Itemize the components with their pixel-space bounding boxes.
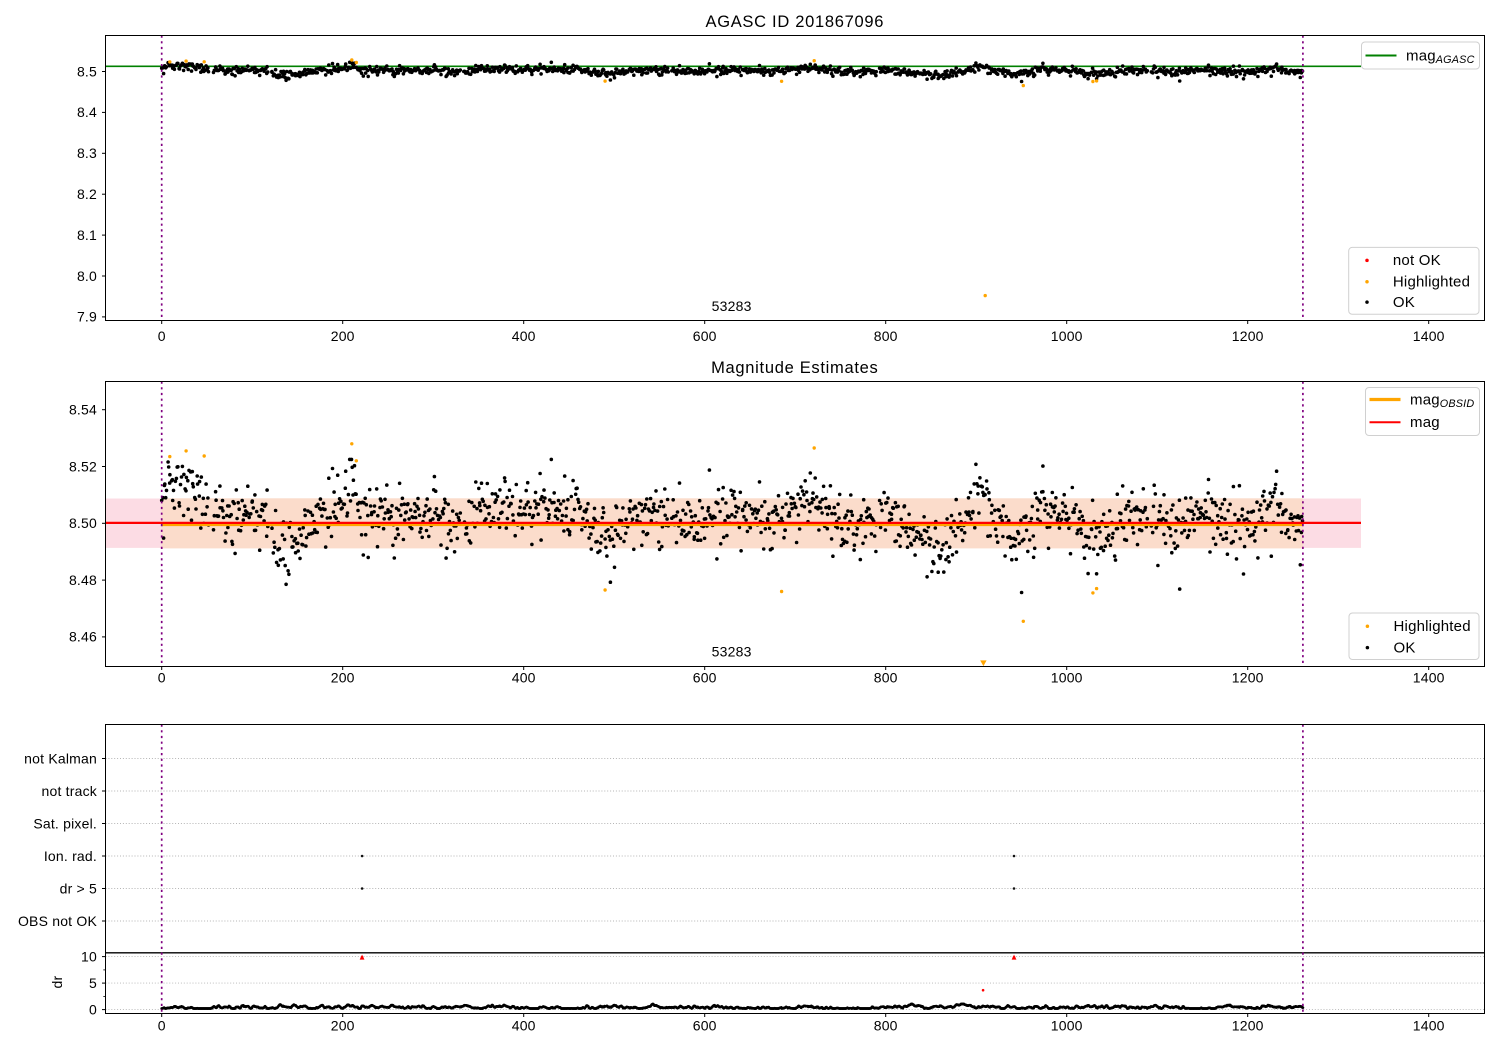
svg-text:200: 200 [331, 328, 355, 344]
svg-text:400: 400 [512, 670, 536, 686]
svg-text:AGASC ID 201867096: AGASC ID 201867096 [705, 13, 884, 31]
svg-text:0: 0 [158, 670, 166, 686]
svg-text:dr: dr [49, 975, 65, 988]
svg-text:8.52: 8.52 [69, 458, 97, 474]
svg-text:mag: mag [1410, 414, 1440, 431]
svg-text:1400: 1400 [1413, 670, 1445, 686]
svg-text:1000: 1000 [1051, 1018, 1083, 1034]
svg-text:8.3: 8.3 [77, 145, 97, 161]
svg-text:600: 600 [693, 328, 717, 344]
svg-text:0: 0 [89, 1001, 97, 1017]
svg-text:800: 800 [874, 328, 898, 344]
svg-text:1200: 1200 [1232, 670, 1264, 686]
svg-text:1400: 1400 [1413, 328, 1445, 344]
svg-text:200: 200 [331, 1018, 355, 1034]
svg-text:Highlighted: Highlighted [1394, 618, 1471, 635]
svg-text:8.5: 8.5 [77, 63, 97, 79]
svg-text:OK: OK [1394, 639, 1416, 656]
svg-text:OK: OK [1393, 294, 1415, 311]
svg-text:53283: 53283 [712, 644, 752, 660]
svg-text:not Kalman: not Kalman [24, 750, 97, 766]
svg-text:400: 400 [512, 328, 536, 344]
svg-text:8.48: 8.48 [69, 572, 97, 588]
svg-text:10: 10 [81, 948, 97, 964]
svg-text:1000: 1000 [1051, 670, 1083, 686]
svg-text:8.50: 8.50 [69, 515, 97, 531]
svg-text:8.1: 8.1 [77, 227, 97, 243]
svg-text:600: 600 [693, 1018, 717, 1034]
svg-text:8.46: 8.46 [69, 629, 97, 645]
svg-text:7.9: 7.9 [77, 309, 97, 325]
svg-text:1000: 1000 [1051, 328, 1083, 344]
svg-text:Magnitude Estimates: Magnitude Estimates [711, 359, 878, 377]
svg-text:8.0: 8.0 [77, 268, 97, 284]
svg-text:0: 0 [158, 328, 166, 344]
svg-text:5: 5 [89, 975, 97, 991]
svg-text:8.54: 8.54 [69, 402, 97, 418]
svg-text:OBS not OK: OBS not OK [18, 913, 97, 929]
svg-text:800: 800 [874, 1018, 898, 1034]
svg-text:400: 400 [512, 1018, 536, 1034]
svg-text:1200: 1200 [1232, 328, 1264, 344]
svg-text:not track: not track [42, 783, 98, 799]
svg-text:Sat. pixel.: Sat. pixel. [33, 815, 97, 831]
svg-text:dr > 5: dr > 5 [60, 880, 97, 896]
svg-text:1400: 1400 [1413, 1018, 1445, 1034]
svg-text:Ion. rad.: Ion. rad. [44, 848, 97, 864]
svg-text:1200: 1200 [1232, 1018, 1264, 1034]
svg-text:8.2: 8.2 [77, 186, 97, 202]
svg-text:0: 0 [158, 1018, 166, 1034]
svg-text:200: 200 [331, 670, 355, 686]
svg-text:53283: 53283 [712, 298, 752, 314]
svg-text:not OK: not OK [1393, 252, 1441, 269]
svg-text:800: 800 [874, 670, 898, 686]
svg-text:600: 600 [693, 670, 717, 686]
svg-text:8.4: 8.4 [77, 104, 97, 120]
svg-text:Highlighted: Highlighted [1393, 274, 1470, 291]
